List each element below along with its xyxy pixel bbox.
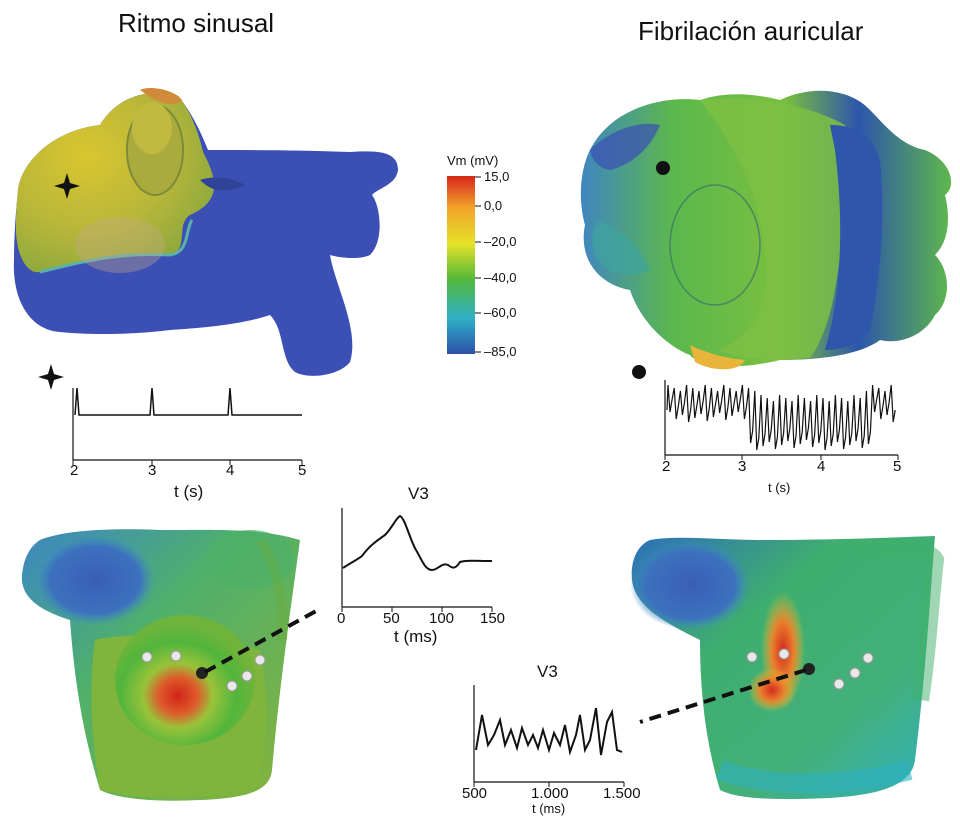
trace-af-xtick-2: 4 [817,458,826,475]
ecg-sinus-xtick-3: 150 [480,610,506,627]
colorbar-tick-5: –85,0 [484,344,517,359]
trace-sinus-xlabel: t (s) [174,482,204,501]
ecg-sinus-xtick-0: 0 [337,610,346,627]
trace-af [664,380,899,460]
trace-af-xlabel: t (s) [768,480,791,495]
atria-model-sinus [13,88,398,376]
torso-model-sinus [21,529,300,801]
trace-sinus-xtick-0: 2 [70,462,79,479]
dot-marker-af-trace [632,365,646,379]
trace-sinus-xtick-1: 3 [148,462,157,479]
colorbar-tick-0: 15,0 [484,169,510,184]
colorbar-tick-1: 0,0 [484,198,503,213]
trace-af-xtick-1: 3 [738,458,747,475]
colorbar-title: Vm (mV) [447,153,499,168]
ecg-sinus-xtick-1: 50 [383,610,400,627]
star-marker-sinus [54,173,80,199]
title-atrial-fibrillation: Fibrilación auricular [638,16,864,46]
trace-sinus-xtick-3: 5 [298,462,307,479]
dashed-link-af [639,668,807,724]
colorbar-tick-4: –60,0 [484,305,517,320]
trace-sinus [72,387,303,465]
dot-marker-af-atria [656,161,670,175]
ecg-af-title: V3 [537,662,558,681]
colorbar-tick-3: –40,0 [484,270,517,285]
ecg-af-xtick-0: 500 [462,785,488,802]
torso-model-af [630,536,945,800]
ecg-af [473,685,625,787]
atria-model-af [580,90,952,370]
trace-sinus-xtick-2: 4 [226,462,235,479]
ecg-af-xtick-1: 1.000 [531,785,569,802]
colorbar [447,176,481,354]
dashed-link-sinus [204,608,319,674]
ecg-af-xlabel: t (ms) [532,801,566,816]
trace-af-xtick-3: 5 [893,458,902,475]
colorbar-tick-2: –20,0 [484,234,517,249]
ecg-af-xtick-2: 1.500 [603,785,641,802]
ecg-sinus [341,508,493,612]
trace-af-xtick-0: 2 [662,458,671,475]
ecg-sinus-xlabel: t (ms) [394,627,438,646]
star-marker-trace [38,364,64,390]
ecg-sinus-title: V3 [408,484,429,503]
ecg-sinus-xtick-2: 100 [429,610,455,627]
title-sinus-rhythm: Ritmo sinusal [118,8,275,38]
